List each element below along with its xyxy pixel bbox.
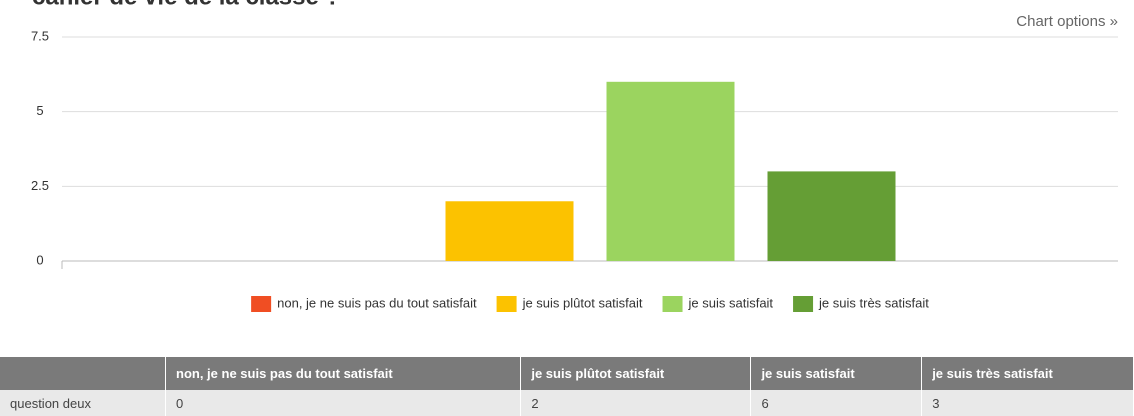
legend-swatch (496, 296, 517, 312)
value-cell: 6 (750, 390, 923, 416)
chart-options-link[interactable]: Chart options » (1016, 13, 1118, 30)
value-cell: 3 (921, 390, 1134, 416)
legend-label: je suis plûtot satisfait (522, 295, 643, 310)
y-tick-label: 2.5 (31, 178, 49, 193)
bar (445, 201, 574, 261)
value-cell: 0 (165, 390, 522, 416)
table-header: non, je ne suis pas du tout satisfait je … (0, 357, 1134, 390)
header-cell (0, 357, 166, 390)
chart: cahier de vie de la classe ? Chart optio… (31, 0, 1118, 312)
header-cell: non, je ne suis pas du tout satisfait (165, 357, 522, 390)
table-row: question deux 0 2 6 3 (0, 390, 1134, 416)
legend-swatch (251, 296, 272, 312)
chart-title: cahier de vie de la classe ? (32, 0, 340, 10)
legend-label: je suis satisfait (688, 295, 774, 310)
y-tick-label: 0 (36, 252, 43, 267)
legend-label: non, je ne suis pas du tout satisfait (277, 295, 477, 310)
value-cell: 2 (520, 390, 752, 416)
header-cell: je suis très satisfait (921, 357, 1134, 390)
row-label: question deux (0, 390, 166, 416)
header-cell: je suis satisfait (750, 357, 923, 390)
legend-label: je suis très satisfait (818, 295, 929, 310)
legend-swatch (662, 296, 683, 312)
table-body: question deux 0 2 6 3 (0, 390, 1134, 416)
y-tick-label: 7.5 (31, 28, 49, 43)
bar (767, 171, 896, 261)
bar (606, 81, 735, 261)
data-table: non, je ne suis pas du tout satisfait je … (0, 357, 1134, 416)
header-cell: je suis plûtot satisfait (520, 357, 752, 390)
legend-swatch (793, 296, 814, 312)
y-tick-label: 5 (36, 103, 43, 118)
